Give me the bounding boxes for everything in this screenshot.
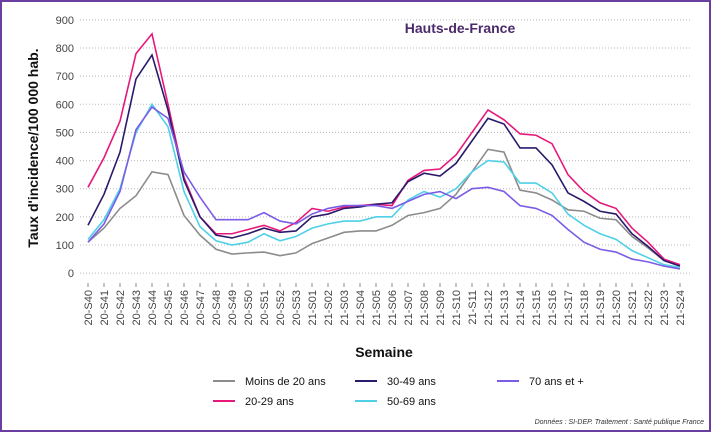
x-tick-label: 21-S15 [531,290,543,325]
x-tick-label: 21-S05 [371,290,383,325]
series-line [87,102,681,269]
source: Données : SI-DEP. Traitement : Santé pub… [535,419,704,426]
x-tick-label: 21-S16 [547,290,559,325]
legend-label: 70 ans et + [529,376,584,388]
x-tick-label: 20-S45 [163,290,175,325]
x-tick-label: 21-S19 [595,290,607,325]
x-tick-label: 21-S03 [339,290,351,325]
series-line [87,105,681,270]
x-tick-label: 21-S23 [659,290,671,325]
x-tick-label: 20-S48 [211,290,223,325]
x-tick-label: 21-S21 [627,290,639,325]
x-tick-label: 21-S14 [515,290,527,325]
series-line [87,32,681,266]
y-tick-label: 500 [56,127,74,139]
x-tick-label: 20-S42 [115,290,127,325]
series-line [87,148,681,266]
y-tick-label: 200 [56,212,74,224]
x-tick-label: 20-S41 [99,290,111,325]
x-tick-label: 21-S12 [483,290,495,325]
x-tick-label: 20-S44 [147,290,159,325]
x-tick-label: 21-S11 [467,290,479,325]
y-tick-label: 0 [68,268,74,280]
x-tick-label: 21-S08 [419,290,431,325]
x-tick-label: 20-S46 [179,290,191,325]
y-tick-label: 800 [56,43,74,55]
x-tick-label: 20-S51 [259,290,271,325]
y-tick-label: 400 [56,156,74,168]
x-axis-label: Semaine [355,344,413,360]
legend-label: 30-49 ans [387,376,436,388]
x-tick-label: 21-S02 [323,290,335,325]
x-tick-label: 20-S53 [291,290,303,325]
x-tick-label: 21-S18 [579,290,591,325]
chart-title: Hauts-de-France [405,20,516,36]
y-tick-label: 300 [56,184,74,196]
y-tick-label: 100 [56,240,74,252]
x-tick-label: 21-S24 [675,290,687,325]
x-tick-label: 21-S09 [435,290,447,325]
x-tick-label: 20-S49 [227,290,239,325]
x-tick-label: 21-S07 [403,290,415,325]
y-tick-label: 600 [56,99,74,111]
y-tick-label: 700 [56,71,74,83]
y-axis-label: Taux d'incidence/100 000 hab. [25,48,41,247]
x-tick-label: 20-S52 [275,290,287,325]
x-tick-label: 21-S13 [499,290,511,325]
x-tick-label: 20-S50 [243,290,255,325]
x-tick-label: 20-S47 [195,290,207,325]
x-tick-label: 21-S20 [611,290,623,325]
x-tick-label: 20-S40 [83,290,95,325]
x-tick-label: 21-S01 [307,290,319,325]
legend-label: 20-29 ans [245,396,294,408]
y-tick-label: 900 [56,15,74,27]
x-tick-label: 21-S22 [643,290,655,325]
series-line [87,53,681,267]
legend-label: Moins de 20 ans [245,376,326,388]
x-tick-label: 21-S17 [563,290,575,325]
x-tick-label: 21-S06 [387,290,399,325]
x-tick-label: 20-S43 [131,290,143,325]
legend-label: 50-69 ans [387,396,436,408]
x-tick-label: 21-S10 [451,290,463,325]
x-tick-label: 21-S04 [355,290,367,325]
